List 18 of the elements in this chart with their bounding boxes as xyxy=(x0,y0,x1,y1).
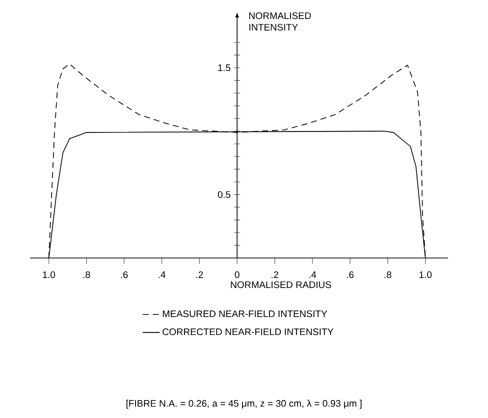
x-axis-title: NORMALISED RADIUS xyxy=(230,281,332,288)
x-tick-label: .2 xyxy=(272,271,278,278)
y-axis-title: NORMALISED INTENSITY xyxy=(249,12,311,31)
x-tick-label: .8 xyxy=(83,271,90,278)
x-tick-label: .4 xyxy=(309,271,316,278)
legend-label: MEASURED NEAR-FIELD INTENSITY xyxy=(162,310,328,318)
x-tick-label: .6 xyxy=(121,271,128,278)
y-tick-label: 0.5 xyxy=(218,191,230,198)
text: [FIBRE N.A. = 0.26, a = 45 μm, z = 30 cm, λ = 0.93 μm ] xyxy=(126,400,362,409)
x-tick-label: 0 xyxy=(234,271,240,278)
x-tick-label: .2 xyxy=(196,271,203,278)
x-tick-label: .8 xyxy=(384,271,392,278)
y-tick-label: 1.5 xyxy=(218,64,230,72)
x-tick-label: .6 xyxy=(347,271,354,278)
x-tick-label: 1.0 xyxy=(42,271,56,278)
legend-label: CORRECTED NEAR-FIELD INTENSITY xyxy=(162,328,334,336)
x-tick-label: 1.0 xyxy=(420,271,432,278)
x-tick-label: .4 xyxy=(158,271,166,278)
